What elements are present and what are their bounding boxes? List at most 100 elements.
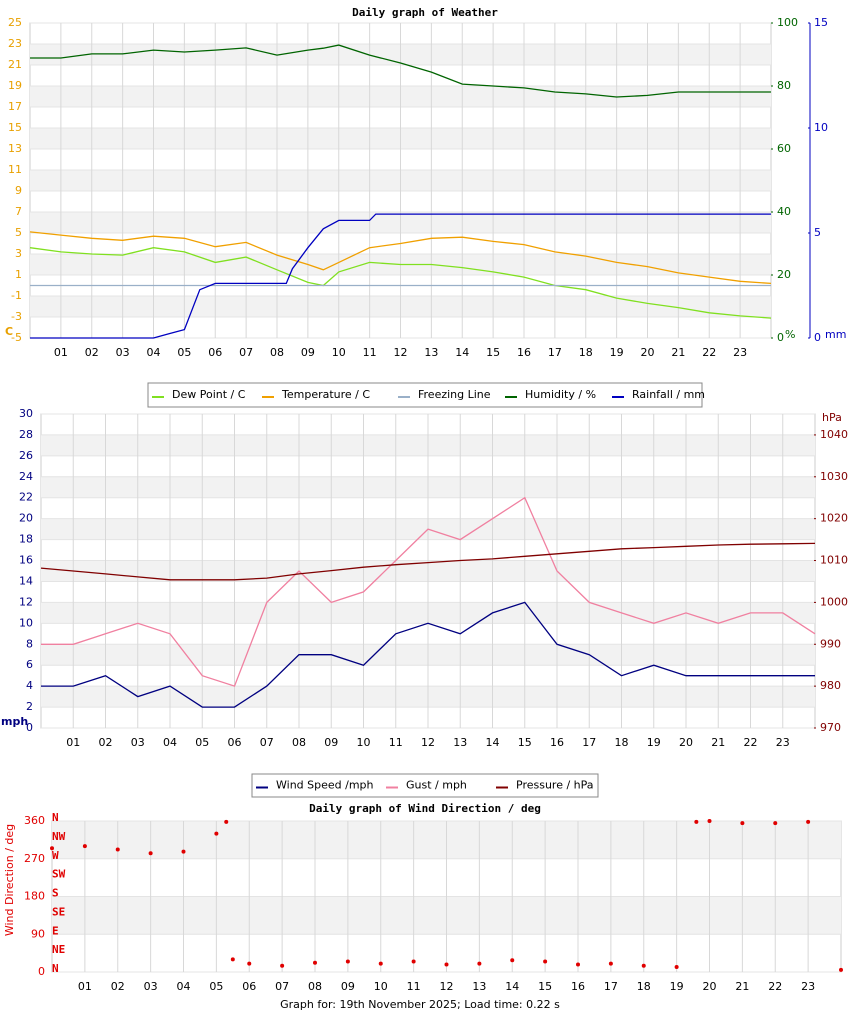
y2-tick-label: 1000 (820, 595, 848, 608)
y-tick-label: 270 (24, 852, 45, 865)
legend-label: Dew Point / C (172, 388, 246, 401)
x-tick-label: 05 (195, 736, 209, 749)
plot-area (29, 22, 772, 339)
x-tick-label: 23 (776, 736, 790, 749)
plot-area (51, 820, 842, 973)
x-tick-label: 02 (111, 980, 125, 993)
compass-label: N (52, 811, 59, 824)
x-tick-label: 20 (679, 736, 693, 749)
y-tick-label: 360 (24, 814, 45, 827)
y2-tick-label: 1030 (820, 470, 848, 483)
x-tick-label: 01 (78, 980, 92, 993)
x-tick-label: 03 (144, 980, 158, 993)
compass-label: N (52, 962, 59, 975)
y-tick-label: 3 (15, 247, 22, 260)
y-tick-label: 9 (15, 184, 22, 197)
series-line (29, 231, 772, 285)
y-tick-label: 20 (19, 512, 33, 525)
x-tick-label: 08 (270, 346, 284, 359)
y-tick-label: 14 (19, 574, 33, 587)
y2-tick-label: 100 (777, 16, 798, 29)
x-tick-label: 03 (116, 346, 130, 359)
x-tick-label: 19 (670, 980, 684, 993)
footer: Graph for: 19th November 2025; Load time… (280, 998, 560, 1011)
y-tick-label: 16 (19, 554, 33, 567)
y-tick-label: 25 (8, 16, 22, 29)
y2-tick-label: 1020 (820, 512, 848, 525)
data-point (576, 962, 580, 967)
y-tick-label: 0 (26, 721, 33, 734)
y-tick-label: 2 (26, 700, 33, 713)
legend-label: Freezing Line (418, 388, 491, 401)
y2-tick-label: 0 (777, 331, 784, 344)
y2-tick-label: 980 (820, 679, 841, 692)
x-tick-label: 08 (292, 736, 306, 749)
data-point (148, 851, 153, 856)
y-tick-label: 5 (15, 226, 22, 239)
y3-tick-label: 15 (814, 16, 828, 29)
data-point (674, 964, 679, 969)
y-tick-label: 8 (26, 637, 33, 650)
x-tick-label: 04 (163, 736, 177, 749)
x-tick-label: 23 (801, 980, 815, 993)
y-tick-label: 22 (19, 491, 33, 504)
x-tick-label: 07 (275, 980, 289, 993)
y-axis-label: C (5, 325, 13, 338)
x-tick-label: 06 (208, 346, 222, 359)
x-tick-label: 11 (407, 980, 421, 993)
x-tick-label: 11 (389, 736, 403, 749)
y-tick-label: 11 (8, 163, 22, 176)
data-point (806, 819, 811, 824)
x-tick-label: 04 (177, 980, 191, 993)
y-tick-label: 12 (19, 595, 33, 608)
x-tick-label: 03 (131, 736, 145, 749)
x-tick-label: 15 (538, 980, 552, 993)
data-point (313, 960, 317, 965)
data-point (839, 967, 843, 972)
x-tick-label: 18 (615, 736, 629, 749)
y-axis-label: Wind Direction / deg (3, 824, 16, 936)
y2-tick-label: 80 (777, 79, 791, 92)
data-point (247, 961, 252, 966)
data-point (740, 821, 745, 826)
y2-tick-label: 1040 (820, 428, 848, 441)
data-point (608, 961, 613, 966)
x-tick-label: 05 (209, 980, 223, 993)
y-tick-label: 26 (19, 449, 33, 462)
data-point (510, 958, 515, 963)
y-tick-label: 28 (19, 428, 33, 441)
y-tick-label: 1 (15, 268, 22, 281)
data-point (694, 819, 699, 824)
x-tick-label: 09 (324, 736, 338, 749)
compass-label: W (52, 849, 59, 862)
x-tick-label: 15 (518, 736, 532, 749)
legend-box (251, 773, 599, 798)
x-tick-label: 13 (424, 346, 438, 359)
x-tick-label: 12 (421, 736, 435, 749)
data-point (82, 844, 87, 849)
y-tick-label: 15 (8, 121, 22, 134)
y2-tick-label: 40 (777, 205, 791, 218)
compass-label: SE (52, 905, 65, 918)
y-tick-label: 4 (26, 679, 33, 692)
x-tick-label: 14 (455, 346, 469, 359)
x-tick-label: 06 (228, 736, 242, 749)
series-line (40, 542, 816, 581)
x-tick-label: 04 (147, 346, 161, 359)
y-tick-label: 17 (8, 100, 22, 113)
data-point (773, 821, 778, 826)
series-line (29, 247, 772, 319)
x-tick-label: 13 (453, 736, 467, 749)
compass-label: SW (52, 868, 66, 881)
y-tick-label: 7 (15, 205, 22, 218)
y-axis-label: mph (1, 715, 28, 728)
series-line (41, 496, 816, 687)
y3-axis-label: mm (825, 328, 846, 341)
y2-tick-label: 20 (777, 268, 791, 281)
data-point (224, 819, 229, 824)
x-tick-label: 22 (768, 980, 782, 993)
y2-tick-label: 1010 (820, 554, 848, 567)
x-tick-label: 02 (85, 346, 99, 359)
y-tick-label: 19 (8, 79, 22, 92)
